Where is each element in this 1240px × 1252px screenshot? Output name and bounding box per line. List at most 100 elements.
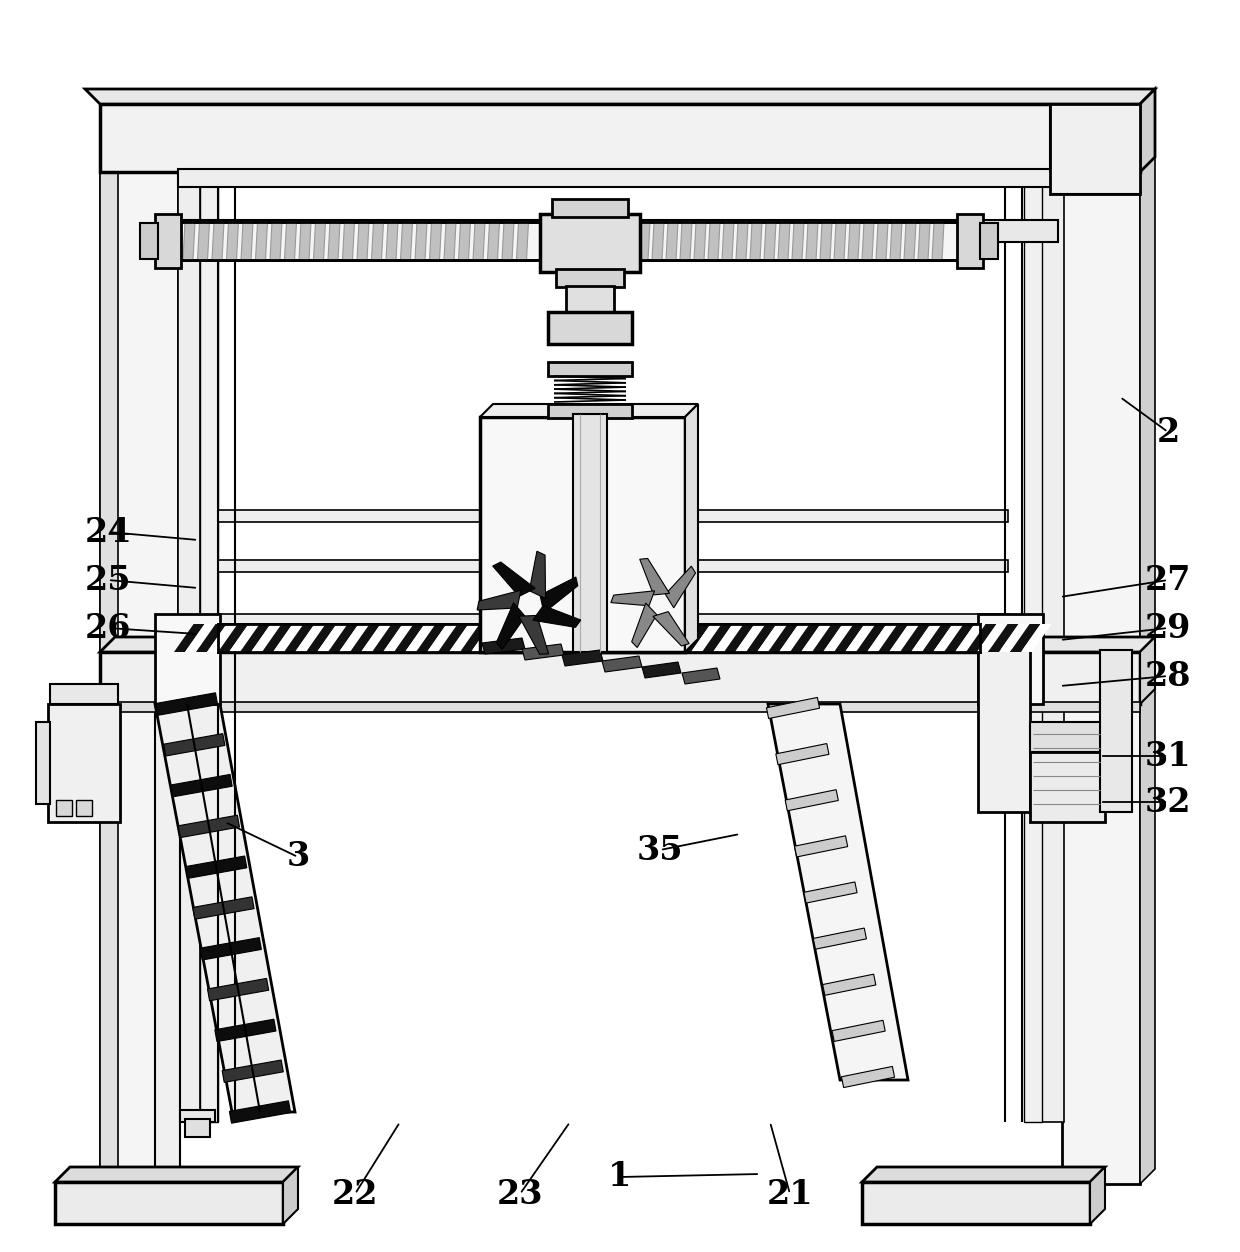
Bar (980, 223, 998, 259)
Polygon shape (835, 222, 846, 260)
Polygon shape (582, 623, 611, 652)
Polygon shape (932, 222, 944, 260)
Text: 26: 26 (84, 611, 131, 645)
Bar (548, 404, 632, 418)
Polygon shape (918, 222, 930, 260)
Polygon shape (438, 623, 469, 652)
Polygon shape (988, 623, 1018, 652)
Polygon shape (386, 222, 398, 260)
Text: 24: 24 (84, 516, 131, 548)
Polygon shape (444, 222, 456, 260)
Polygon shape (766, 697, 820, 719)
Polygon shape (482, 623, 512, 652)
Polygon shape (684, 404, 698, 652)
Polygon shape (844, 623, 875, 652)
Polygon shape (1090, 1167, 1105, 1224)
Polygon shape (174, 623, 205, 652)
Text: 23: 23 (497, 1177, 543, 1211)
Polygon shape (317, 623, 347, 652)
Polygon shape (207, 978, 269, 1000)
Polygon shape (477, 590, 521, 610)
Polygon shape (820, 222, 832, 260)
Polygon shape (1140, 637, 1154, 704)
Polygon shape (647, 623, 677, 652)
Polygon shape (197, 222, 210, 260)
Polygon shape (862, 1167, 1105, 1182)
Text: 35: 35 (637, 834, 683, 866)
Polygon shape (283, 1167, 298, 1224)
Polygon shape (299, 222, 311, 260)
Polygon shape (777, 222, 790, 260)
Polygon shape (482, 639, 525, 654)
Polygon shape (212, 222, 224, 260)
Bar (565, 285, 614, 314)
Polygon shape (405, 623, 435, 652)
Polygon shape (537, 623, 568, 652)
Polygon shape (832, 1020, 885, 1042)
Text: 3: 3 (286, 840, 310, 874)
Polygon shape (284, 623, 315, 652)
Polygon shape (750, 222, 763, 260)
Polygon shape (878, 623, 909, 652)
Polygon shape (562, 650, 603, 666)
Polygon shape (383, 623, 414, 652)
Bar (1061, 104, 1140, 1184)
Polygon shape (487, 222, 500, 260)
Polygon shape (708, 222, 720, 260)
Bar (620, 222, 959, 260)
Polygon shape (241, 222, 253, 260)
Bar (76, 800, 92, 816)
Polygon shape (867, 623, 898, 652)
Polygon shape (361, 623, 392, 652)
Bar (556, 269, 624, 287)
Bar (179, 222, 543, 260)
Polygon shape (923, 623, 952, 652)
Bar (180, 1111, 215, 1122)
Polygon shape (724, 623, 755, 652)
Polygon shape (255, 222, 268, 260)
Polygon shape (642, 662, 681, 679)
Polygon shape (680, 222, 692, 260)
Bar (36, 722, 50, 804)
Polygon shape (86, 89, 1154, 104)
Bar (100, 104, 179, 1184)
Polygon shape (1140, 89, 1154, 172)
Polygon shape (944, 623, 975, 652)
Text: 2: 2 (1157, 416, 1179, 448)
Polygon shape (680, 623, 711, 652)
Bar (48, 704, 120, 823)
Polygon shape (184, 222, 195, 260)
Polygon shape (541, 577, 578, 612)
Polygon shape (472, 222, 485, 260)
Bar (548, 312, 632, 344)
Polygon shape (848, 222, 861, 260)
Polygon shape (494, 623, 523, 652)
Polygon shape (764, 222, 776, 260)
Polygon shape (227, 222, 238, 260)
Polygon shape (415, 623, 446, 652)
Polygon shape (932, 623, 963, 652)
Polygon shape (889, 623, 920, 652)
Polygon shape (768, 704, 908, 1080)
Polygon shape (496, 602, 526, 650)
Polygon shape (329, 222, 340, 260)
Polygon shape (776, 744, 830, 765)
Polygon shape (779, 623, 810, 652)
Polygon shape (653, 611, 689, 646)
Polygon shape (339, 623, 370, 652)
Polygon shape (415, 222, 427, 260)
Bar (480, 417, 684, 652)
Text: 28: 28 (1145, 660, 1192, 692)
Polygon shape (591, 623, 622, 652)
Polygon shape (812, 623, 843, 652)
Bar (179, 220, 1058, 242)
Polygon shape (262, 623, 293, 652)
Polygon shape (570, 623, 600, 652)
Bar (548, 362, 632, 376)
Polygon shape (1011, 623, 1040, 652)
Bar (179, 172, 200, 1122)
Bar (218, 510, 1008, 522)
Polygon shape (670, 623, 699, 652)
Polygon shape (801, 623, 832, 652)
Text: 29: 29 (1145, 611, 1192, 645)
